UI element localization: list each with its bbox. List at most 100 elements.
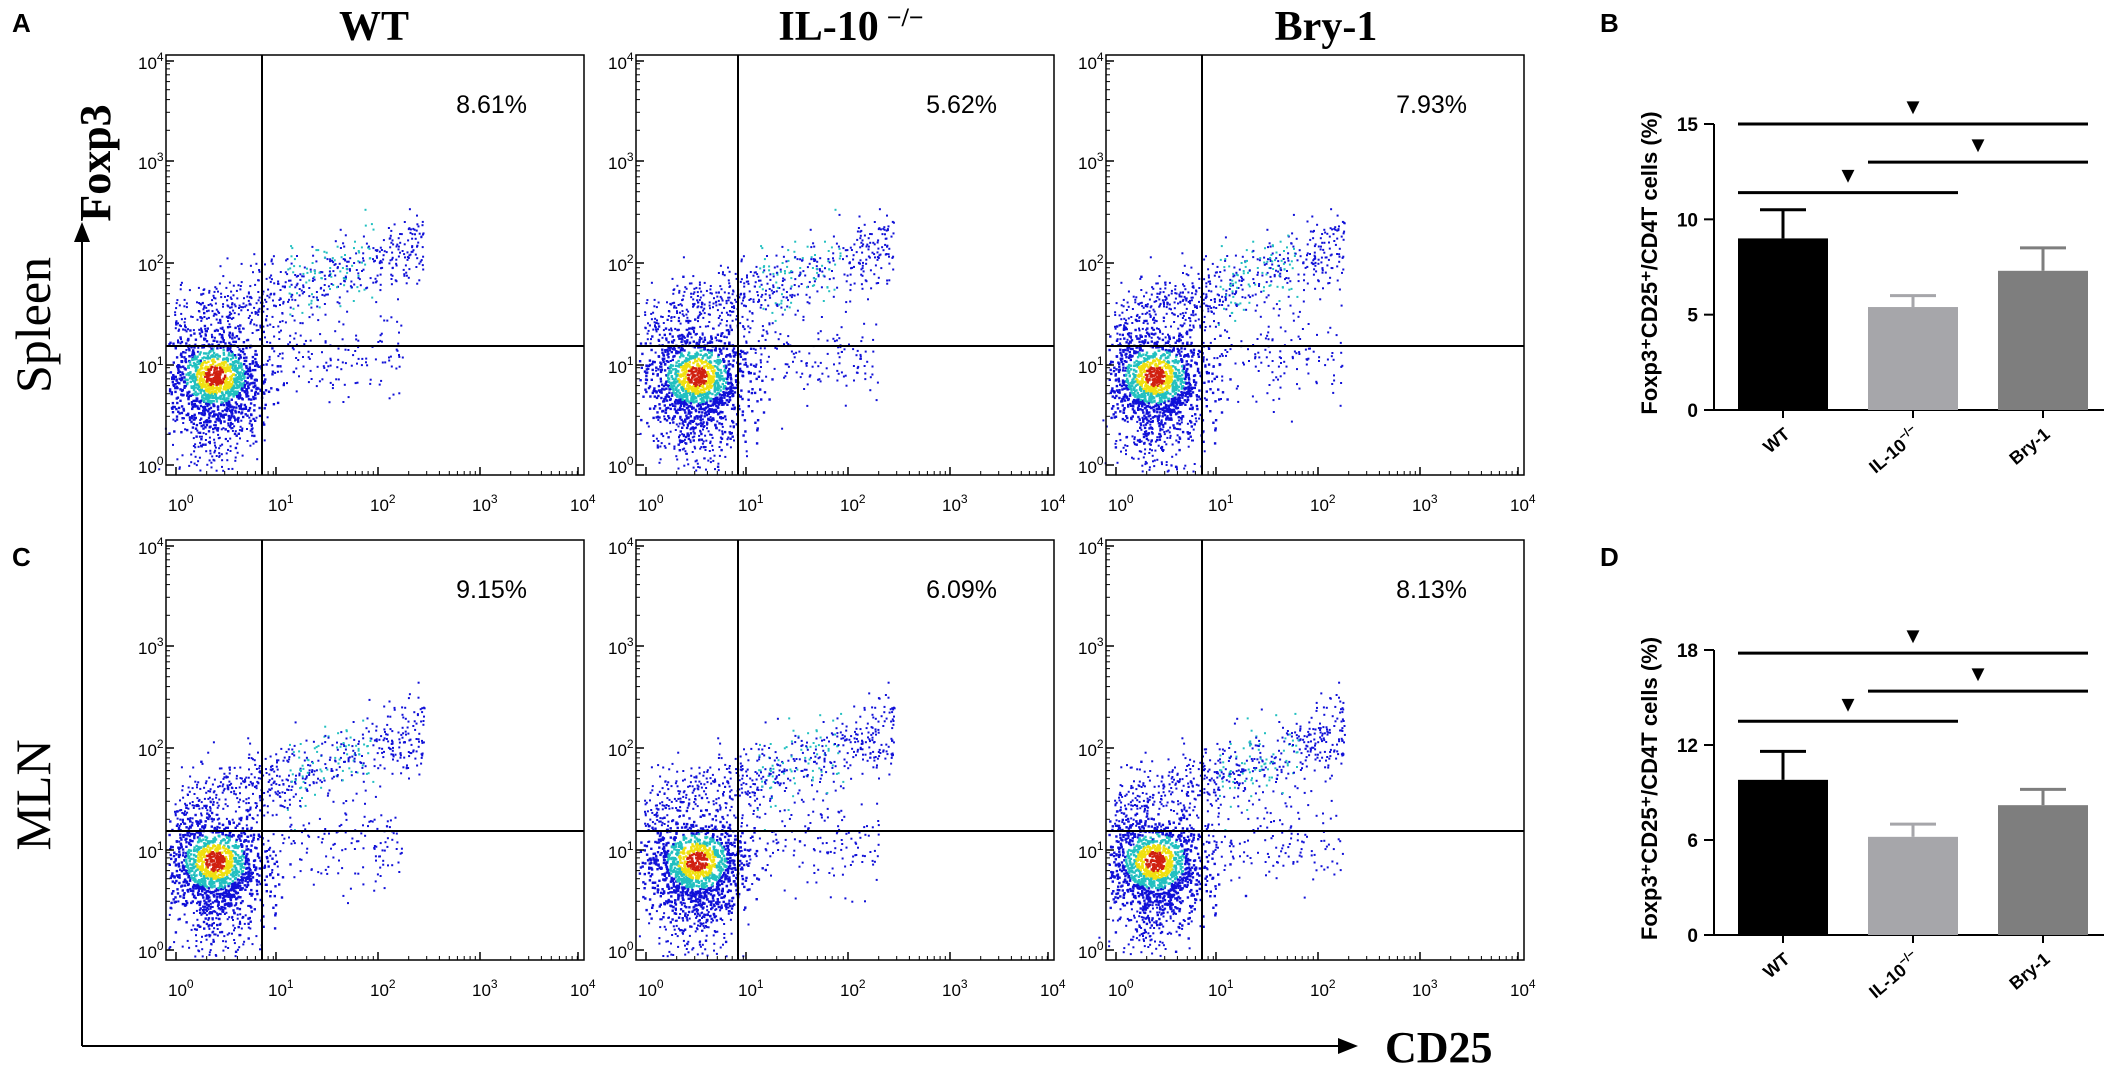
flow-dot [674, 372, 677, 376]
flow-dot [200, 386, 203, 389]
flow-dot [687, 382, 690, 385]
flow-dot [391, 239, 394, 242]
flow-dot [213, 413, 216, 416]
flow-dot [739, 362, 742, 365]
flow-dot [228, 416, 231, 419]
flow-dot [241, 454, 244, 457]
flow-dot [223, 387, 226, 390]
flow-dot [208, 291, 211, 294]
flow-dot [735, 386, 738, 390]
flow-dots [158, 208, 425, 472]
flow-dot [175, 320, 178, 323]
flow-dot [828, 268, 831, 271]
flow-dot [224, 408, 227, 412]
flow-dot [731, 364, 734, 367]
flow-dot [244, 407, 248, 410]
flow-dot [240, 309, 243, 312]
flow-dot [214, 395, 217, 399]
flow-dot [766, 255, 768, 257]
flow-dot [262, 391, 265, 394]
flow-dot [762, 329, 765, 332]
flow-dot [213, 438, 216, 441]
flow-dot [189, 363, 192, 366]
flow-dot [647, 367, 650, 370]
flow-dot [227, 315, 230, 318]
flow-dot [266, 341, 269, 344]
flow-dot [249, 382, 252, 385]
flow-dot [273, 293, 276, 296]
flow-dot [694, 427, 697, 430]
flow-dot [740, 278, 743, 281]
flow-dot [866, 360, 869, 363]
flow-dot [706, 392, 709, 395]
flow-dot [237, 313, 240, 316]
flow-dot [180, 325, 182, 328]
flow-dot [699, 336, 701, 339]
flow-dot [394, 279, 397, 282]
flow-dot [665, 360, 668, 363]
flow-dot [227, 354, 230, 357]
flow-dot [789, 294, 792, 297]
flow-dot [263, 439, 266, 442]
y-tick-base: 10 [608, 154, 627, 173]
flow-dot [374, 277, 377, 280]
flow-dot [686, 398, 689, 401]
flow-dot [703, 347, 706, 350]
flow-dot [694, 460, 697, 463]
flow-dot [659, 420, 662, 423]
flow-dot [688, 405, 692, 408]
flow-dot [215, 428, 218, 431]
flow-dot [217, 381, 221, 384]
flow-dot [175, 307, 178, 310]
flow-dot [793, 250, 796, 253]
flow-dot [247, 398, 251, 401]
flow-dot [717, 469, 720, 472]
flow-dot [183, 376, 186, 379]
flow-dot [682, 372, 685, 375]
flow-dot [171, 376, 174, 380]
flow-dot [353, 283, 356, 286]
flow-dot [286, 382, 288, 385]
flow-dot [355, 252, 358, 255]
flow-dot [718, 347, 721, 351]
flow-dot [655, 306, 658, 309]
flow-dot [708, 341, 711, 344]
flow-dot [219, 379, 222, 382]
flow-dot [401, 250, 404, 252]
flow-dot [240, 281, 243, 284]
flow-dot [213, 329, 217, 333]
flow-dot [224, 370, 227, 374]
flow-dot [403, 221, 406, 223]
flow-dot [323, 294, 326, 297]
flow-dot [255, 416, 258, 419]
flow-dot [199, 391, 202, 395]
flow-dot [208, 350, 211, 354]
flow-dot [855, 371, 858, 374]
flow-dot [221, 459, 224, 462]
flow-dot [702, 309, 705, 312]
flow-dot [224, 413, 228, 416]
flow-dot [735, 318, 738, 321]
flow-dot [206, 310, 208, 313]
flow-dot [664, 395, 667, 399]
flow-dot [1213, 442, 1217, 445]
flow-dot [719, 440, 722, 444]
flow-dot [1149, 400, 1153, 403]
flow-dot [196, 373, 199, 376]
flow-dot [821, 372, 824, 375]
flow-dot [785, 296, 788, 299]
flow-dot [215, 318, 218, 321]
flow-dot [835, 339, 838, 342]
flow-dot [397, 248, 400, 251]
flow-dot [214, 444, 216, 447]
flow-dot [692, 439, 695, 442]
flow-dot [264, 389, 268, 392]
flow-dot [197, 310, 200, 312]
flow-dot [225, 384, 228, 388]
flow-dot [810, 246, 813, 249]
flow-dot [248, 406, 252, 410]
flow-dot [676, 395, 679, 398]
flow-dot [664, 327, 668, 330]
flow-dot [679, 303, 682, 306]
flow-dot [212, 387, 215, 390]
